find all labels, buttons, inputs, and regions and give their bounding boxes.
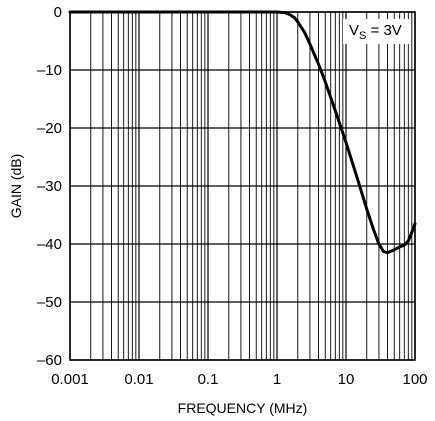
y-tick-label: –60 (37, 352, 62, 369)
y-tick-label: –10 (37, 62, 62, 79)
annotation-subscript: S (359, 30, 366, 42)
gain-curve (68, 10, 417, 255)
supply-voltage-annotation: VS = 3V (343, 19, 411, 44)
x-tick-labels: 0.001 0.01 0.1 1 10 100 (51, 371, 427, 388)
y-tick-label: –30 (37, 178, 62, 195)
annotation-main: V (349, 22, 359, 39)
y-axis-label: GAIN (dB) (8, 154, 24, 219)
x-axis-label: FREQUENCY (MHz) (178, 400, 308, 416)
y-tick-label: –50 (37, 294, 62, 311)
major-gridlines (69, 11, 416, 361)
x-tick-label: 0.01 (124, 371, 153, 388)
x-tick-label: 10 (338, 371, 355, 388)
x-tick-label: 1 (273, 371, 281, 388)
y-tick-labels: 0 –10 –20 –30 –40 –50 –60 (37, 4, 62, 369)
annotation-text: VS = 3V (349, 22, 402, 42)
y-tick-label: –20 (37, 120, 62, 137)
y-tick-label: –40 (37, 236, 62, 253)
x-tick-label: 100 (402, 371, 427, 388)
x-tick-label: 0.1 (198, 371, 219, 388)
x-tick-label: 0.001 (51, 371, 89, 388)
annotation-background (343, 19, 411, 44)
y-tick-label: 0 (54, 4, 62, 21)
annotation-rest: = 3V (366, 22, 401, 39)
